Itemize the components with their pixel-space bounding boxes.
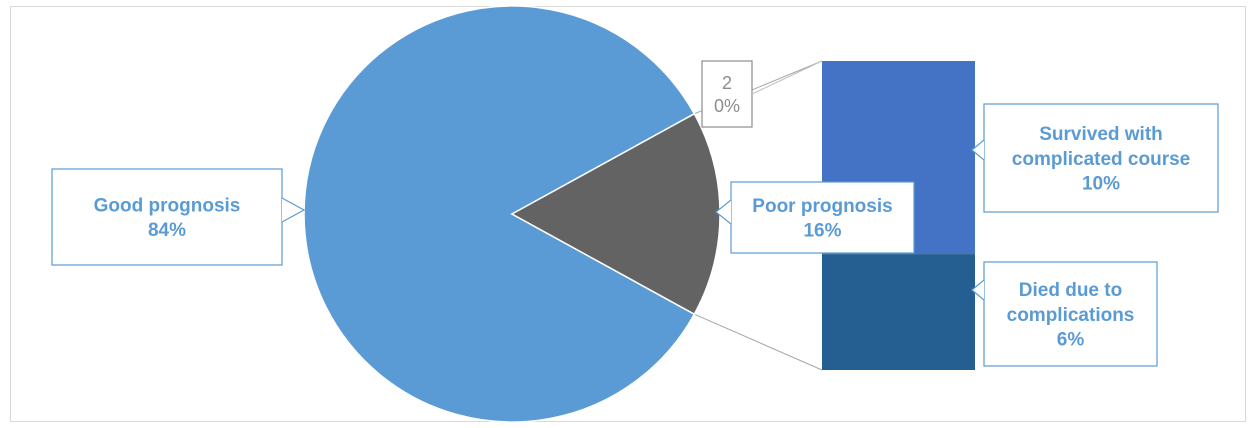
label-poor-prognosis: Poor prognosis 16% <box>715 181 915 254</box>
label-survived-complicated-box <box>983 103 1219 213</box>
label-extra-2: 20% <box>701 60 753 128</box>
label-extra-2-text-0: 2 <box>722 73 732 93</box>
label-survived-complicated-text-1: complicated course <box>1012 149 1190 170</box>
label-died-complications-text-1: complications <box>1007 305 1135 326</box>
label-extra-2-leader <box>751 60 823 95</box>
label-survived-complicated-text-0: Survived with <box>1039 124 1163 145</box>
label-died-complications-box <box>983 261 1158 367</box>
label-good-prognosis: Good prognosis 84% <box>51 168 306 266</box>
label-died-complications-pointer <box>971 279 985 301</box>
label-good-prognosis-box <box>51 168 283 266</box>
label-poor-prognosis-text-0: Poor prognosis <box>752 196 892 217</box>
label-survived-complicated-text-2: 10% <box>1082 174 1120 195</box>
label-died-complications: Died due to complications 6% <box>971 261 1158 367</box>
label-poor-prognosis-box <box>730 181 915 254</box>
label-survived-complicated-pointer <box>971 139 985 161</box>
label-died-complications-text-0: Died due to <box>1019 280 1122 301</box>
connector-line-bottom <box>694 313 823 371</box>
label-survived-complicated: Survived with complicated course 10% <box>971 103 1219 213</box>
label-poor-prognosis-pointer <box>715 199 732 225</box>
label-died-complications-text-2: 6% <box>1057 330 1085 351</box>
chart-frame <box>10 6 1246 422</box>
pie <box>303 5 721 423</box>
pie-slice-good-prognosis <box>303 5 696 423</box>
label-good-prognosis-pointer <box>281 197 306 223</box>
label-poor-prognosis-text-1: 16% <box>803 221 841 242</box>
bar-segment-died-complications <box>822 254 975 370</box>
label-good-prognosis-text-1: 84% <box>148 220 186 241</box>
label-extra-2-box <box>701 60 753 128</box>
label-extra-2-text-1: 0% <box>714 96 740 116</box>
label-good-prognosis-text-0: Good prognosis <box>94 196 241 217</box>
